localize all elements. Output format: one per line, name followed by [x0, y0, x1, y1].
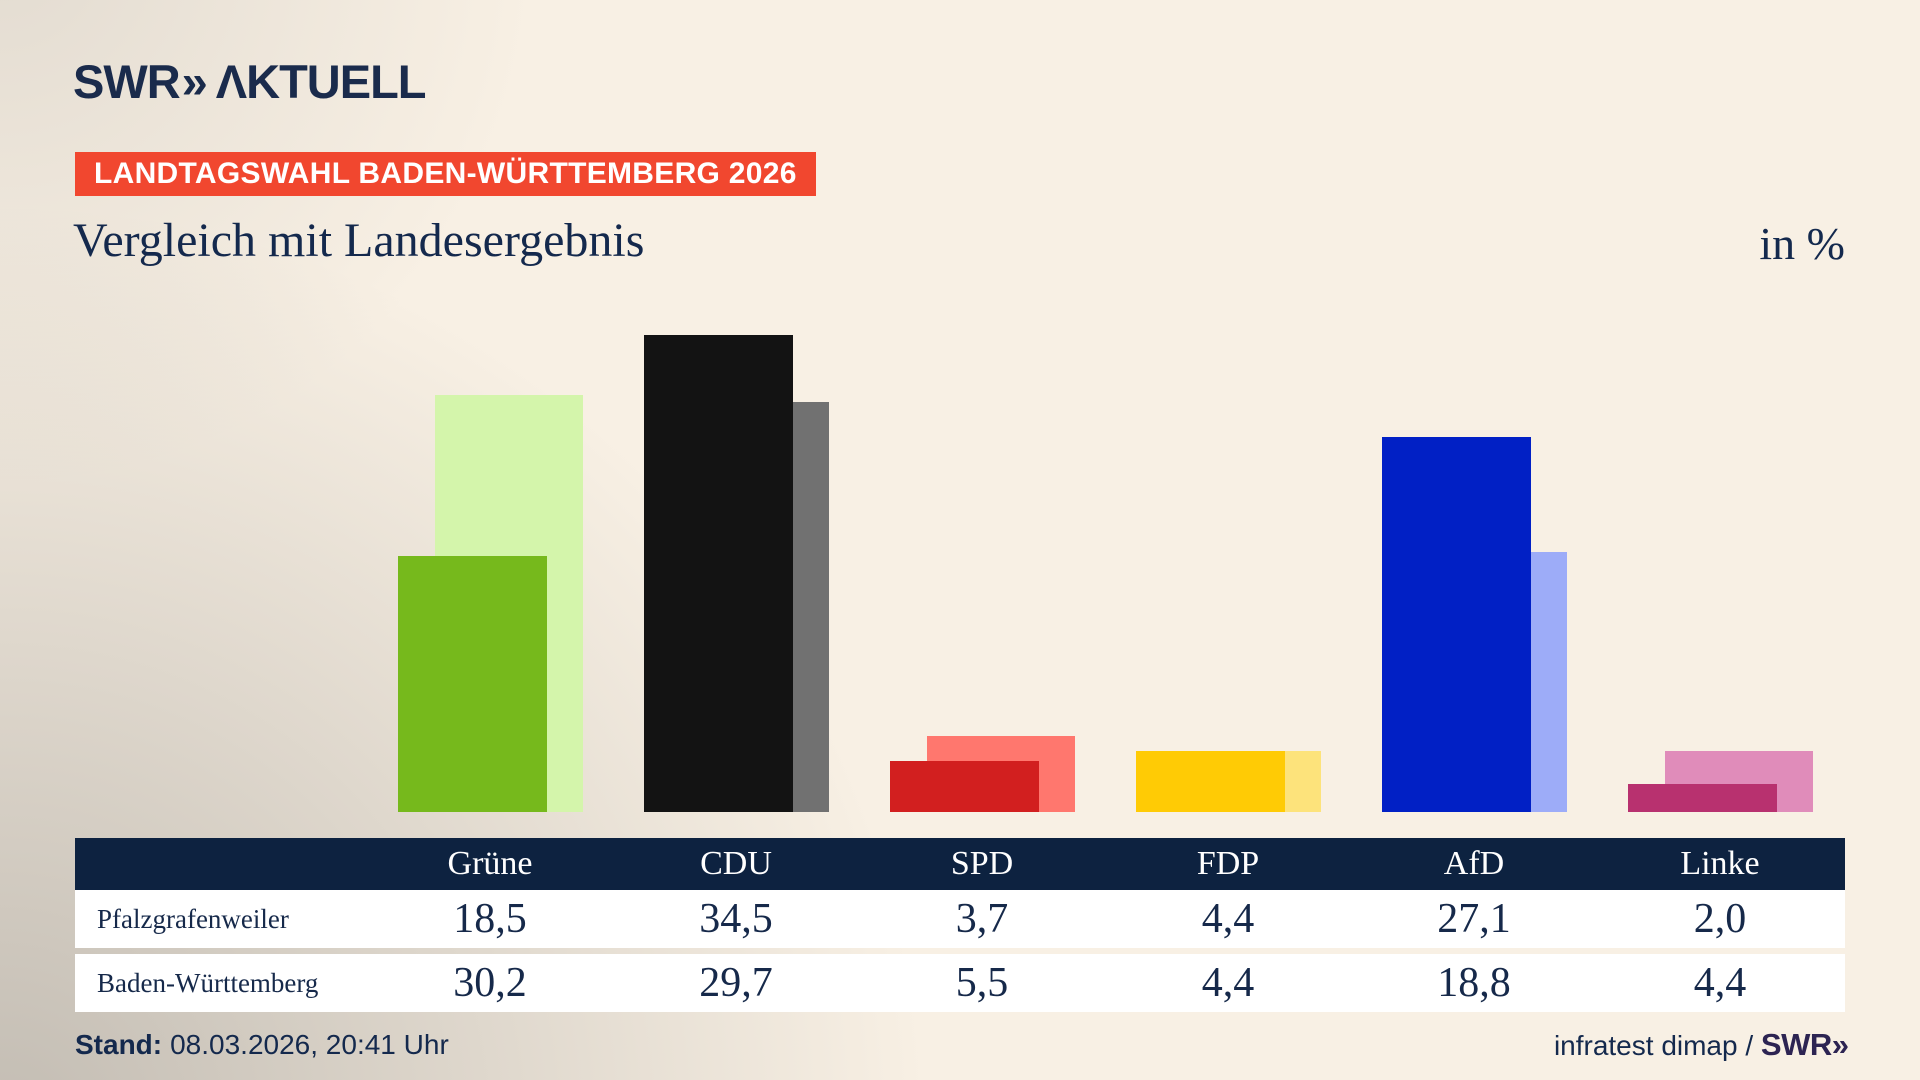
column-header-Linke: Linke [1680, 845, 1760, 882]
value-Pfalzgrafenweiler-AfD: 27,1 [1437, 896, 1511, 942]
stand-label: Stand: [75, 1029, 163, 1060]
swr-footer-logo: SWR» [1760, 1027, 1849, 1062]
chart-title: Vergleich mit Landesergebnis [73, 214, 645, 267]
column-header-AfD: AfD [1443, 845, 1505, 882]
bar-CDU-gemeinde [644, 335, 793, 812]
election-banner: LANDTAGSWAHL BADEN-WÜRTTEMBERG 2026 [75, 152, 816, 196]
value-Pfalzgrafenweiler-FDP: 4,4 [1201, 896, 1255, 942]
table-header-row: Grüne CDU SPD FDP AfD Linke [75, 838, 1845, 890]
bar-AfD-gemeinde [1382, 437, 1531, 812]
banner-label: LANDTAGSWAHL BADEN-WÜRTTEMBERG 2026 [94, 157, 797, 190]
swr-logo-brand: SWR [73, 55, 181, 108]
swr-aktuell-logo: SWR» ΛKTUELL [73, 55, 427, 108]
value-Baden-Württemberg-AfD: 18,8 [1437, 960, 1511, 1006]
value-Pfalzgrafenweiler-SPD: 3,7 [955, 896, 1009, 942]
value-Pfalzgrafenweiler-Linke: 2,0 [1693, 896, 1747, 942]
value-Pfalzgrafenweiler-CDU: 34,5 [699, 896, 773, 942]
swr-footer-brand: SWR [1760, 1027, 1832, 1062]
column-header-CDU: CDU [700, 845, 772, 882]
bar-Grüne-gemeinde [398, 556, 547, 812]
row-label-Baden-Württemberg: Baden-Württemberg [97, 967, 319, 998]
bar-group-Grüne [367, 300, 613, 812]
value-Baden-Württemberg-FDP: 4,4 [1201, 960, 1255, 1006]
timestamp-line: Stand: 08.03.2026, 20:41 Uhr [75, 1028, 449, 1062]
double-chevron-icon: » [181, 55, 208, 108]
bar-SPD-gemeinde [890, 761, 1039, 812]
bar-group-SPD [859, 300, 1105, 812]
swr-logo-suffix: ΛKTUELL [215, 55, 427, 108]
column-header-SPD: SPD [950, 845, 1014, 882]
row-label-Pfalzgrafenweiler: Pfalzgrafenweiler [97, 903, 289, 934]
column-header-FDP: FDP [1196, 845, 1260, 882]
column-header-Grüne: Grüne [447, 845, 533, 882]
value-Baden-Württemberg-Grüne: 30,2 [453, 960, 527, 1006]
stand-value: 08.03.2026, 20:41 Uhr [170, 1029, 449, 1060]
value-Baden-Württemberg-Linke: 4,4 [1693, 960, 1747, 1006]
bar-chart [75, 300, 1845, 812]
bar-group-CDU [613, 300, 859, 812]
source-line: infratest dimap / SWR» [1553, 1026, 1849, 1063]
results-table: Grüne CDU SPD FDP AfD Linke Pfalzgrafenweiler… [75, 838, 1845, 1012]
table-row-Baden-Württemberg: Baden-Württemberg 30,2 29,7 5,5 4,4 18,8 4,4 [75, 954, 1845, 1012]
bar-group-Linke [1597, 300, 1843, 812]
bar-FDP-gemeinde [1136, 751, 1285, 812]
bar-Linke-gemeinde [1628, 784, 1777, 812]
bar-group-FDP [1105, 300, 1351, 812]
unit-label: in % [1759, 218, 1845, 269]
table-row-Pfalzgrafenweiler: Pfalzgrafenweiler 18,5 34,5 3,7 4,4 27,1 2,0 [75, 890, 1845, 948]
bar-group-AfD [1351, 300, 1597, 812]
double-chevron-icon: » [1831, 1027, 1849, 1062]
value-Pfalzgrafenweiler-Grüne: 18,5 [453, 896, 527, 942]
value-Baden-Württemberg-SPD: 5,5 [955, 960, 1009, 1006]
source-text: infratest dimap / [1553, 1030, 1761, 1061]
value-Baden-Württemberg-CDU: 29,7 [699, 960, 773, 1006]
